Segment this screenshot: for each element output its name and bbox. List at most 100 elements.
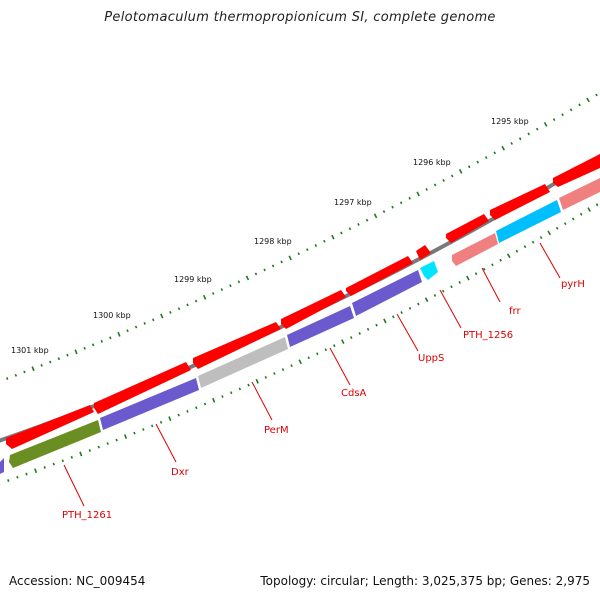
scale-tick [552, 118, 556, 121]
scale-tick [49, 360, 52, 364]
scale-tick [424, 297, 429, 303]
scale-tick [115, 438, 118, 442]
scale-tick [83, 346, 86, 350]
gene-labels: pyrH frr PTH_1256 UppS CdsA PerM Dxr PTH… [62, 279, 585, 521]
gene-label-CdsA[interactable]: CdsA [341, 388, 367, 399]
scale-tick [177, 413, 180, 417]
scale-tick [79, 451, 83, 457]
scale-label: 1299 kbp [174, 275, 212, 284]
scale-tick [186, 409, 189, 413]
scale-tick [365, 218, 369, 222]
gene-arrow-forward[interactable] [6, 405, 94, 449]
scale-tick [306, 248, 309, 252]
scale-label: 1301 kbp [11, 346, 49, 355]
scale-tick [297, 252, 301, 256]
scale-tick [212, 397, 216, 403]
scale-tick [400, 311, 403, 314]
scale-tick [150, 424, 154, 428]
gene-arrow-olive[interactable] [9, 420, 101, 468]
scale-tick [203, 402, 207, 406]
gene-arrow-gray[interactable] [198, 337, 288, 388]
scale-tick [229, 391, 233, 395]
scale-tick [382, 210, 386, 213]
scale-tick [211, 292, 215, 295]
gene-arrow-cyan[interactable] [420, 261, 438, 280]
scale-tick [450, 174, 454, 178]
scale-tick [142, 428, 145, 431]
scale-tick [133, 431, 136, 435]
scale-tick [375, 323, 378, 327]
scale-tick [331, 234, 335, 240]
scale-tick [531, 240, 535, 244]
gene-arrow-purple[interactable] [0, 458, 4, 474]
scale-tick [408, 196, 411, 200]
genome-summary: Topology: circular; Length: 3,025,375 bp… [260, 574, 590, 588]
scale-tick [586, 97, 590, 103]
gene-arrow-forward[interactable] [490, 184, 550, 220]
scale-tick [220, 288, 224, 292]
scale-tick [416, 191, 420, 197]
scale-tick [126, 329, 129, 333]
gene-arrow-forward[interactable] [346, 256, 413, 296]
scale-label: 1296 kbp [413, 158, 451, 167]
scale-tick [539, 236, 543, 239]
gene-arrow-forward[interactable] [94, 362, 191, 414]
scale-tick [237, 280, 241, 284]
scale-tick [254, 272, 258, 276]
scale-tick [31, 366, 35, 372]
scale-tick [34, 468, 38, 474]
scale-tick [442, 179, 445, 182]
scale-tick [510, 142, 513, 145]
scale-tick [366, 327, 370, 331]
scale-tick [579, 212, 583, 216]
gene-label-PTH_1256[interactable]: PTH_1256 [463, 330, 513, 341]
gene-label-UppS[interactable]: UppS [418, 353, 444, 364]
gene-arrow-pink[interactable] [559, 178, 600, 210]
scale-tick [123, 434, 128, 440]
scale-tick [425, 188, 428, 191]
scale-tick [348, 227, 352, 231]
scale-tick [70, 455, 73, 459]
scale-tick [88, 449, 91, 452]
gene-label-PerM[interactable]: PerM [264, 425, 289, 436]
gene-label-PTH_1261[interactable]: PTH_1261 [62, 510, 112, 521]
scale-tick [408, 306, 412, 310]
scale-tick [169, 310, 172, 314]
scale-tick [255, 378, 259, 384]
gene-label-frr[interactable]: frr [509, 306, 521, 317]
gene-arrow-purple[interactable] [352, 270, 422, 316]
scale-tick [202, 294, 207, 300]
gene-arrow-forward[interactable] [193, 322, 281, 369]
scale-tick [298, 359, 302, 365]
scale-tick [417, 302, 420, 306]
scale-tick [499, 258, 502, 262]
scale-tick [535, 127, 539, 131]
scale-tick [7, 479, 10, 482]
scale-tick [14, 373, 18, 377]
gene-arrow-pink[interactable] [452, 233, 498, 266]
scale-tick [491, 263, 494, 267]
gene-arrow-forward[interactable] [446, 214, 489, 243]
scale-tick [247, 383, 250, 387]
scale-tick [333, 344, 336, 348]
scale-tick [290, 364, 293, 368]
gene-label-pyrH[interactable]: pyrH [561, 279, 585, 290]
scale-tick [595, 203, 599, 207]
gene-arrow-purple[interactable] [287, 306, 354, 347]
scale-tick [392, 315, 395, 319]
gene-arrow-purple[interactable] [100, 378, 199, 430]
gene-arrow-cyan[interactable] [496, 200, 561, 243]
label-leaders [63, 242, 561, 507]
gene-arrow-forward[interactable] [281, 290, 346, 329]
gene-label-Dxr[interactable]: Dxr [171, 467, 190, 478]
scale-tick [74, 349, 78, 355]
scale-tick [314, 244, 318, 247]
gene-arrow-forward[interactable] [416, 245, 431, 260]
scale-tick [543, 122, 548, 127]
gene-arrow-forward[interactable] [553, 154, 600, 187]
scale-tick [561, 113, 564, 117]
scale-tick [527, 132, 530, 136]
scale-tick [358, 332, 361, 335]
scale-tick [450, 285, 453, 289]
scale-tick [143, 321, 146, 325]
